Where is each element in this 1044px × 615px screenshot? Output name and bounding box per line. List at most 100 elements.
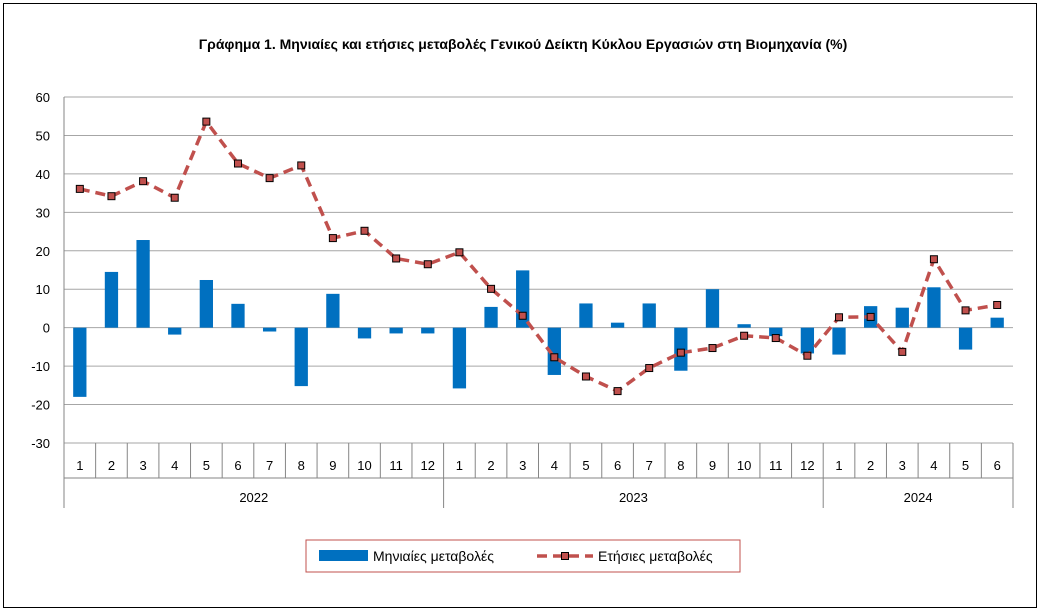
x-tick-label: 1 — [456, 458, 463, 473]
bar-monthly-change — [610, 322, 625, 328]
annual-change-marker — [866, 312, 875, 321]
bar-monthly-change — [389, 327, 403, 334]
bar-monthly-change — [136, 240, 150, 328]
x-group-label: 2023 — [619, 490, 648, 505]
x-tick-label: 1 — [76, 458, 83, 473]
annual-change-marker — [75, 184, 84, 193]
x-tick-label: 8 — [677, 458, 684, 473]
y-tick-label: 60 — [36, 90, 50, 105]
bar-monthly-change — [199, 279, 213, 328]
annual-change-marker — [518, 311, 527, 320]
annual-change-marker — [803, 351, 812, 360]
bar-monthly-change — [579, 303, 593, 328]
annual-change-marker — [961, 306, 970, 315]
legend-box — [305, 539, 741, 573]
bar-monthly-change — [547, 327, 561, 375]
bar-monthly-change — [832, 327, 846, 355]
bar-monthly-change — [104, 271, 119, 328]
x-tick-label: 6 — [994, 458, 1001, 473]
annual-change-marker — [487, 284, 496, 293]
legend-marker-swatch — [561, 552, 569, 560]
x-tick-label: 4 — [551, 458, 558, 473]
annual-change-marker — [929, 255, 938, 264]
x-tick-label: 11 — [389, 458, 403, 473]
chart-title: Γράφημα 1. Μηνιαίες και ετήσιες μεταβολέ… — [199, 36, 847, 52]
bar-monthly-change — [642, 303, 656, 328]
annual-change-marker — [360, 226, 369, 235]
bar-monthly-change — [990, 317, 1004, 328]
annual-change-marker — [581, 372, 590, 381]
annual-change-marker — [993, 300, 1002, 309]
annual-change-marker — [455, 248, 464, 257]
y-tick-label: 40 — [36, 167, 50, 182]
x-tick-label: 1 — [835, 458, 842, 473]
x-tick-label: 9 — [329, 458, 336, 473]
x-tick-label: 10 — [357, 458, 371, 473]
x-tick-label: 2 — [867, 458, 874, 473]
y-tick-label: 50 — [36, 128, 50, 143]
bar-monthly-change — [769, 327, 783, 337]
annual-change-marker — [835, 313, 844, 322]
grid-lines — [64, 96, 1013, 444]
bar-monthly-change — [231, 303, 245, 328]
x-tick-label: 8 — [298, 458, 305, 473]
x-tick-label: 12 — [421, 458, 435, 473]
bar-monthly-change — [484, 306, 498, 328]
bar-monthly-change — [895, 307, 909, 328]
annual-change-marker — [676, 348, 685, 357]
x-tick-label: 5 — [962, 458, 969, 473]
y-tick-label: 0 — [43, 321, 50, 336]
annual-change-marker — [170, 193, 179, 202]
legend: Μηνιαίες μεταβολές Ετήσιες μεταβολές — [305, 539, 741, 573]
annual-change-marker — [328, 234, 337, 243]
x-tick-label: 11 — [769, 458, 783, 473]
x-group-label: 2024 — [904, 490, 933, 505]
y-tick-label: 10 — [36, 282, 50, 297]
bar-monthly-change — [958, 327, 973, 350]
bar-monthly-change — [326, 293, 340, 328]
annual-change-marker — [233, 159, 242, 168]
annual-change-marker — [740, 331, 749, 340]
bar-monthly-change — [737, 324, 751, 328]
x-tick-label: 4 — [930, 458, 937, 473]
bar-monthly-change — [421, 327, 435, 334]
bar-monthly-change — [927, 287, 941, 328]
annual-change-marker — [107, 192, 116, 201]
annual-change-line — [79, 119, 998, 393]
x-tick-label: 5 — [582, 458, 589, 473]
annual-line — [75, 117, 1002, 396]
x-tick-label: 3 — [139, 458, 146, 473]
x-tick-label: 12 — [800, 458, 814, 473]
annual-change-marker — [392, 254, 401, 263]
annual-change-marker — [202, 117, 211, 126]
y-axis: 60 50 40 30 20 10 0 -10 -20 -30 — [31, 90, 65, 451]
x-tick-label: 7 — [266, 458, 273, 473]
x-tick-label: 9 — [709, 458, 716, 473]
x-tick-label: 6 — [614, 458, 621, 473]
bar-monthly-change — [73, 327, 87, 397]
annual-change-marker — [297, 161, 306, 170]
x-tick-label: 7 — [646, 458, 653, 473]
annual-change-marker — [613, 387, 622, 396]
x-tick-label: 2 — [108, 458, 115, 473]
y-tick-label: 20 — [36, 244, 50, 259]
bar-monthly-change — [800, 327, 815, 354]
annual-change-marker — [423, 260, 432, 269]
bar-monthly-change — [168, 327, 182, 335]
bar-monthly-change — [705, 289, 720, 328]
y-tick-label: 30 — [36, 205, 50, 220]
annual-change-marker — [645, 364, 654, 373]
y-tick-label: -20 — [31, 398, 50, 413]
legend-label-annual: Ετήσιες μεταβολές — [598, 548, 713, 564]
x-tick-label: 10 — [737, 458, 751, 473]
legend-bar-swatch — [319, 550, 368, 561]
annual-change-marker — [550, 353, 559, 362]
annual-change-marker — [708, 344, 717, 353]
x-tick-label: 5 — [203, 458, 210, 473]
x-tick-label: 2 — [487, 458, 494, 473]
monthly-bars — [73, 240, 1004, 397]
x-tick-label: 3 — [519, 458, 526, 473]
annual-change-marker — [898, 347, 907, 356]
legend-label-monthly: Μηνιαίες μεταβολές — [373, 548, 494, 564]
